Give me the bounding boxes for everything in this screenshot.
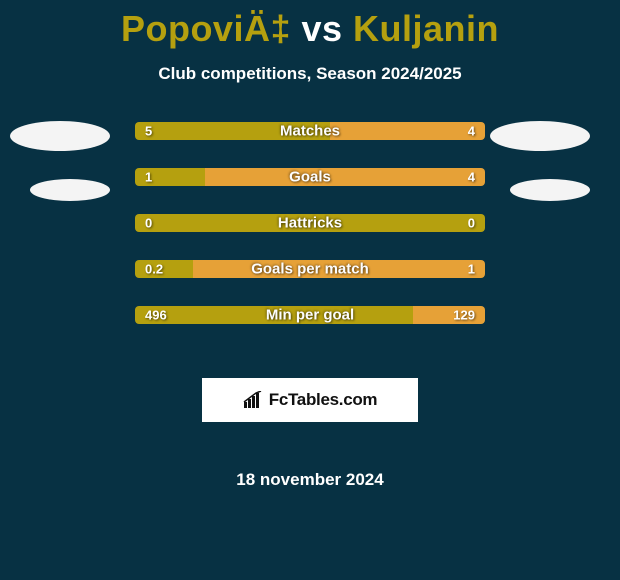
bar-right-goals bbox=[205, 168, 485, 186]
title-mid: vs bbox=[291, 8, 353, 49]
bar-value-left-goals: 1 bbox=[145, 170, 152, 185]
page-title: PopoviÄ‡ vs Kuljanin bbox=[121, 8, 499, 50]
bar-label-hat: Hattricks bbox=[278, 215, 342, 232]
bar-value-left-hat: 0 bbox=[145, 216, 152, 231]
player-photo-right-2 bbox=[510, 179, 590, 201]
chart-area: 5 4 Matches 1 4 Goals 0 0 Hattricks 0.2 1 Goals per… bbox=[0, 122, 620, 490]
bar-value-right-matches: 4 bbox=[468, 124, 475, 139]
bar-value-right-gpm: 1 bbox=[468, 262, 475, 277]
title-right: Kuljanin bbox=[353, 8, 499, 49]
bar-value-left-mpg: 496 bbox=[145, 308, 167, 323]
date-text: 18 november 2024 bbox=[236, 470, 383, 490]
bars-container: 5 4 Matches 1 4 Goals 0 0 Hattricks 0.2 1 Goals per… bbox=[135, 122, 485, 324]
bar-row-matches: 5 4 Matches bbox=[135, 122, 485, 140]
bar-value-right-hat: 0 bbox=[468, 216, 475, 231]
player-photo-right-1 bbox=[490, 121, 590, 151]
bar-label-goals: Goals bbox=[289, 169, 331, 186]
bar-chart-icon bbox=[243, 391, 265, 409]
bar-label-matches: Matches bbox=[280, 123, 340, 140]
bar-value-left-gpm: 0.2 bbox=[145, 262, 163, 277]
bar-value-right-goals: 4 bbox=[468, 170, 475, 185]
bar-right-matches bbox=[330, 122, 485, 140]
bar-label-mpg: Min per goal bbox=[266, 307, 354, 324]
bar-row-goals: 1 4 Goals bbox=[135, 168, 485, 186]
bar-left-gpm bbox=[135, 260, 193, 278]
subtitle: Club competitions, Season 2024/2025 bbox=[158, 64, 461, 84]
player-photo-left-1 bbox=[10, 121, 110, 151]
title-left: PopoviÄ‡ bbox=[121, 8, 291, 49]
player-photo-left-2 bbox=[30, 179, 110, 201]
brand-text: FcTables.com bbox=[269, 390, 378, 410]
brand-logo[interactable]: FcTables.com bbox=[202, 378, 418, 422]
bar-row-gpm: 0.2 1 Goals per match bbox=[135, 260, 485, 278]
bar-row-mpg: 496 129 Min per goal bbox=[135, 306, 485, 324]
bar-row-hat: 0 0 Hattricks bbox=[135, 214, 485, 232]
bar-value-left-matches: 5 bbox=[145, 124, 152, 139]
bar-value-right-mpg: 129 bbox=[453, 308, 475, 323]
bar-label-gpm: Goals per match bbox=[251, 261, 369, 278]
